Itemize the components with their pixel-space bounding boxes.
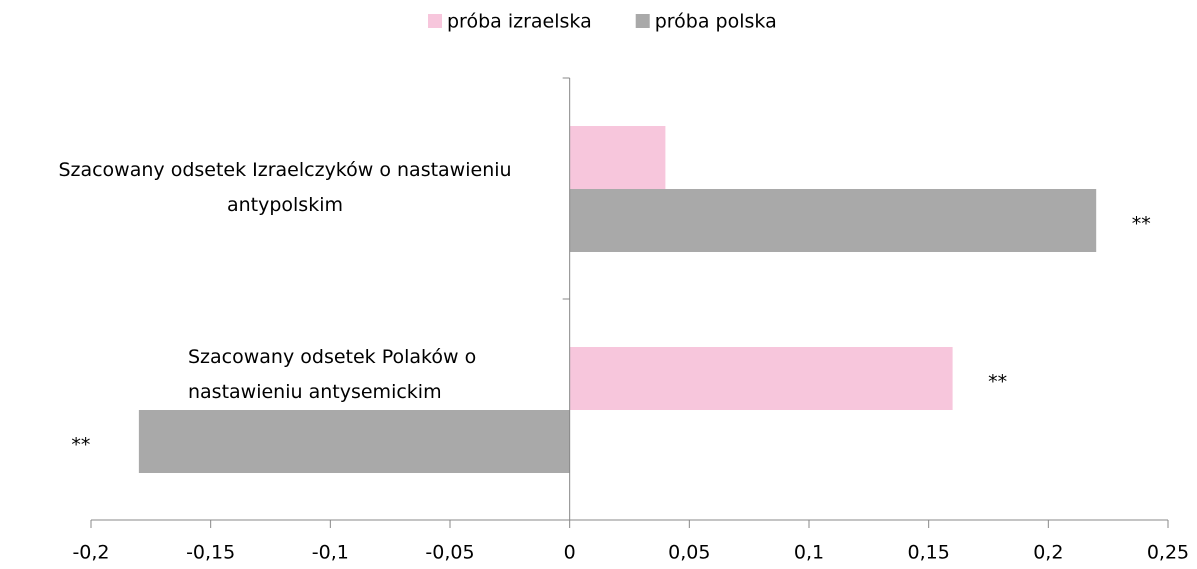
category-label: Szacowany odsetek Polaków o nastawieniu …	[188, 346, 477, 403]
significance-marker: **	[1132, 213, 1151, 235]
category-label: Szacowany odsetek Izraelczyków o nastawi…	[58, 159, 512, 216]
significance-marker: **	[71, 434, 90, 456]
x-tick-label: -0,1	[312, 542, 349, 564]
bar	[569, 126, 666, 189]
x-tick-label: 0,2	[1033, 542, 1063, 564]
x-tick-label: -0,05	[425, 542, 474, 564]
bar	[569, 347, 953, 410]
legend-swatch	[635, 14, 650, 28]
x-tick-label: 0	[564, 542, 576, 564]
x-tick-label: -0,15	[186, 542, 235, 564]
legend-swatch	[428, 14, 442, 28]
x-tick-label: 0,05	[668, 542, 710, 564]
x-tick-label: 0,15	[908, 542, 950, 564]
x-tick-label: -0,2	[72, 542, 109, 564]
x-tick-label: 0,25	[1147, 542, 1189, 564]
bar	[138, 410, 570, 473]
x-tick-label: 0,1	[794, 542, 824, 564]
significance-marker: **	[988, 371, 1007, 393]
legend-label: próba izraelska	[447, 11, 592, 33]
legend-label: próba polska	[655, 11, 777, 33]
bar	[569, 189, 1097, 252]
